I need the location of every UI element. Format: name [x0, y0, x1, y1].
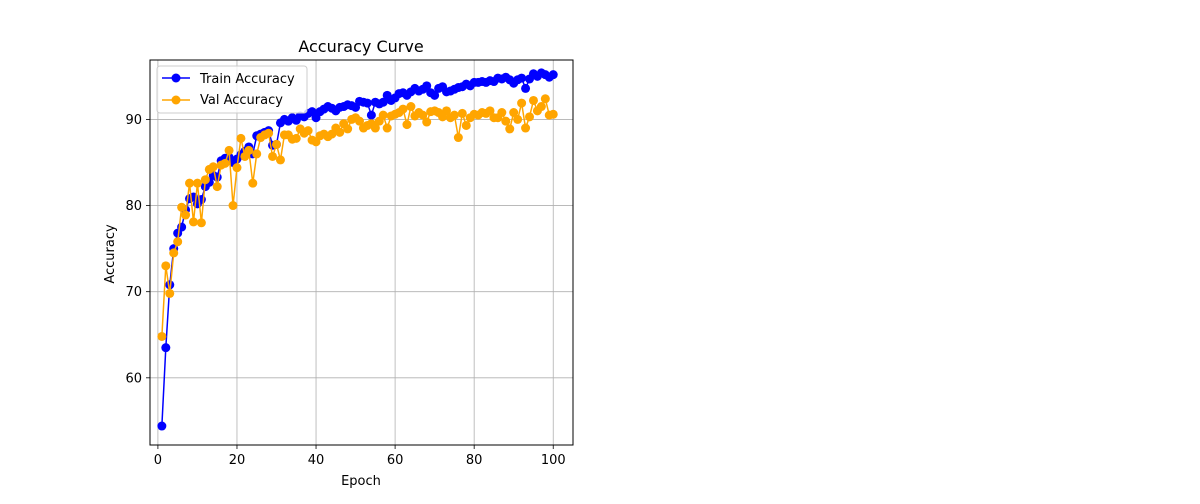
val-accuracy-point	[406, 102, 416, 112]
val-accuracy-point	[355, 116, 365, 126]
val-accuracy-point	[528, 95, 538, 105]
val-accuracy-point	[548, 109, 558, 119]
legend-marker-val	[171, 95, 181, 105]
train-accuracy-point	[422, 81, 432, 91]
val-accuracy-point	[165, 288, 175, 298]
y-ticks: 60 70 80 90	[125, 113, 150, 386]
val-accuracy-point	[525, 112, 535, 122]
train-accuracy-point	[548, 70, 558, 80]
val-accuracy-point	[402, 120, 412, 130]
val-accuracy-point	[224, 145, 234, 155]
val-accuracy-point	[449, 110, 459, 120]
train-accuracy-point	[430, 90, 440, 100]
x-tick-label: 20	[229, 453, 246, 468]
train-accuracy-point	[521, 83, 531, 93]
val-accuracy-point	[185, 178, 195, 188]
val-accuracy-point	[200, 175, 210, 185]
x-tick-label: 60	[387, 453, 404, 468]
val-accuracy-point	[173, 237, 183, 247]
val-accuracy-point	[485, 106, 495, 116]
val-accuracy-point	[398, 104, 408, 114]
legend-label-val: Val Accuracy	[200, 93, 283, 108]
val-accuracy-point	[188, 217, 198, 227]
val-accuracy-point	[177, 202, 187, 212]
val-accuracy-point	[513, 114, 523, 124]
val-accuracy-point	[422, 117, 432, 127]
x-axis-label: Epoch	[341, 474, 381, 489]
val-accuracy-point	[275, 155, 285, 165]
series-val-accuracy	[157, 94, 558, 341]
val-accuracy-point	[378, 110, 388, 120]
train-accuracy-point	[362, 98, 372, 108]
val-accuracy-point	[192, 178, 202, 188]
val-accuracy-point	[343, 124, 353, 134]
val-accuracy-point	[264, 128, 274, 138]
val-accuracy-point	[212, 182, 222, 192]
chart-title: Accuracy Curve	[298, 37, 423, 56]
val-accuracy-point	[181, 210, 191, 220]
x-tick-label: 0	[154, 453, 162, 468]
train-accuracy-line	[161, 72, 554, 427]
val-accuracy-point	[505, 124, 515, 134]
y-axis-label: Accuracy	[103, 224, 118, 284]
val-accuracy-point	[517, 98, 527, 108]
legend-box	[156, 65, 308, 114]
val-accuracy-point	[232, 163, 242, 173]
val-accuracy-point	[441, 106, 451, 116]
val-accuracy-point	[157, 331, 167, 341]
val-accuracy-point	[268, 151, 278, 161]
val-accuracy-point	[453, 133, 463, 143]
y-tick-label: 90	[125, 113, 142, 128]
val-accuracy-point	[236, 133, 246, 143]
train-accuracy-point	[366, 110, 376, 120]
val-accuracy-point	[536, 102, 546, 112]
y-tick-label: 70	[125, 285, 142, 300]
train-accuracy-point	[157, 421, 167, 431]
train-accuracy-point	[161, 343, 171, 353]
val-accuracy-point	[509, 108, 519, 118]
val-accuracy-point	[418, 110, 428, 120]
y-tick-label: 80	[125, 199, 142, 214]
val-accuracy-point	[169, 248, 179, 258]
x-tick-label: 100	[541, 453, 566, 468]
legend-label-train: Train Accuracy	[199, 72, 295, 87]
val-accuracy-point	[272, 139, 282, 149]
x-tick-label: 80	[466, 453, 483, 468]
val-accuracy-point	[303, 126, 313, 136]
legend-marker-train	[171, 73, 181, 83]
val-accuracy-point	[521, 123, 531, 133]
val-accuracy-point	[382, 123, 392, 133]
val-accuracy-point	[335, 127, 345, 137]
val-accuracy-point	[497, 108, 507, 118]
val-accuracy-point	[196, 218, 206, 228]
x-ticks: 0 20 40 60 80 100	[154, 445, 566, 468]
series-layer	[157, 68, 558, 431]
x-tick-label: 40	[308, 453, 325, 468]
val-accuracy-point	[228, 201, 238, 211]
val-accuracy-point	[457, 108, 467, 118]
val-accuracy-point	[244, 145, 254, 155]
val-accuracy-point	[370, 123, 380, 133]
val-accuracy-point	[161, 261, 171, 271]
val-accuracy-line	[161, 98, 554, 337]
plot-frame	[149, 59, 574, 446]
val-accuracy-point	[291, 133, 301, 143]
val-accuracy-point	[461, 120, 471, 130]
train-accuracy-point	[517, 73, 527, 83]
val-accuracy-point	[501, 116, 511, 126]
val-accuracy-point	[208, 162, 218, 172]
train-accuracy-point	[378, 97, 388, 107]
y-tick-label: 60	[125, 371, 142, 386]
val-accuracy-point	[248, 178, 258, 188]
val-accuracy-point	[220, 158, 230, 168]
val-accuracy-point	[540, 94, 550, 104]
legend: Train Accuracy Val Accuracy	[156, 65, 308, 114]
val-accuracy-point	[252, 149, 262, 159]
